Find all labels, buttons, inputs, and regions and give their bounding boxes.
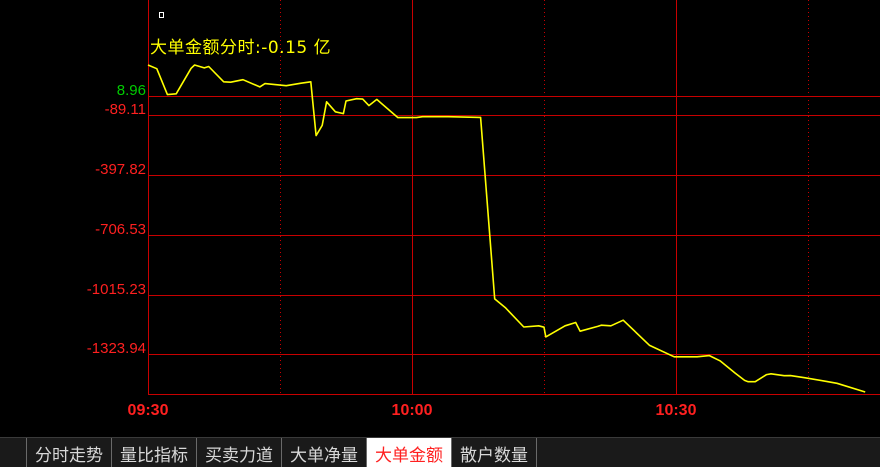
- indicator-value-label: 大单金额分时:-0.15 亿: [150, 38, 332, 58]
- x-tick-label-0: 09:30: [127, 402, 169, 419]
- tab-1[interactable]: 量比指标: [111, 438, 196, 467]
- y-tick-label-5: -1323.94: [86, 340, 146, 357]
- x-tick-label-2: 10:30: [655, 402, 697, 419]
- series-line-0: [147, 64, 866, 393]
- tab-2[interactable]: 买卖力道: [196, 438, 281, 467]
- indicator-tab-bar: 分时走势 量比指标 买卖力道 大单净量 大单金额 散户数量: [0, 437, 880, 467]
- y-tick-label-4: -1015.23: [86, 281, 146, 298]
- tab-5[interactable]: 散户数量: [451, 438, 537, 467]
- tab-0[interactable]: 分时走势: [26, 438, 111, 467]
- tab-3[interactable]: 大单净量: [281, 438, 366, 467]
- y-tick-label-1: -89.11: [104, 101, 146, 118]
- chart-area: 大单金额分时:-0.15 亿 8.96 -89.11 -397.82 -706.53 -…: [86, 0, 880, 419]
- crosshair-cursor-marker: [159, 12, 164, 18]
- y-tick-label-3: -706.53: [95, 221, 146, 238]
- y-tick-label-2: -397.82: [95, 161, 146, 178]
- y-tick-label-0: 8.96: [116, 82, 146, 99]
- x-tick-label-1: 10:00: [391, 402, 433, 419]
- intraday-chart: [147, 0, 880, 395]
- tab-4[interactable]: 大单金额: [366, 438, 451, 467]
